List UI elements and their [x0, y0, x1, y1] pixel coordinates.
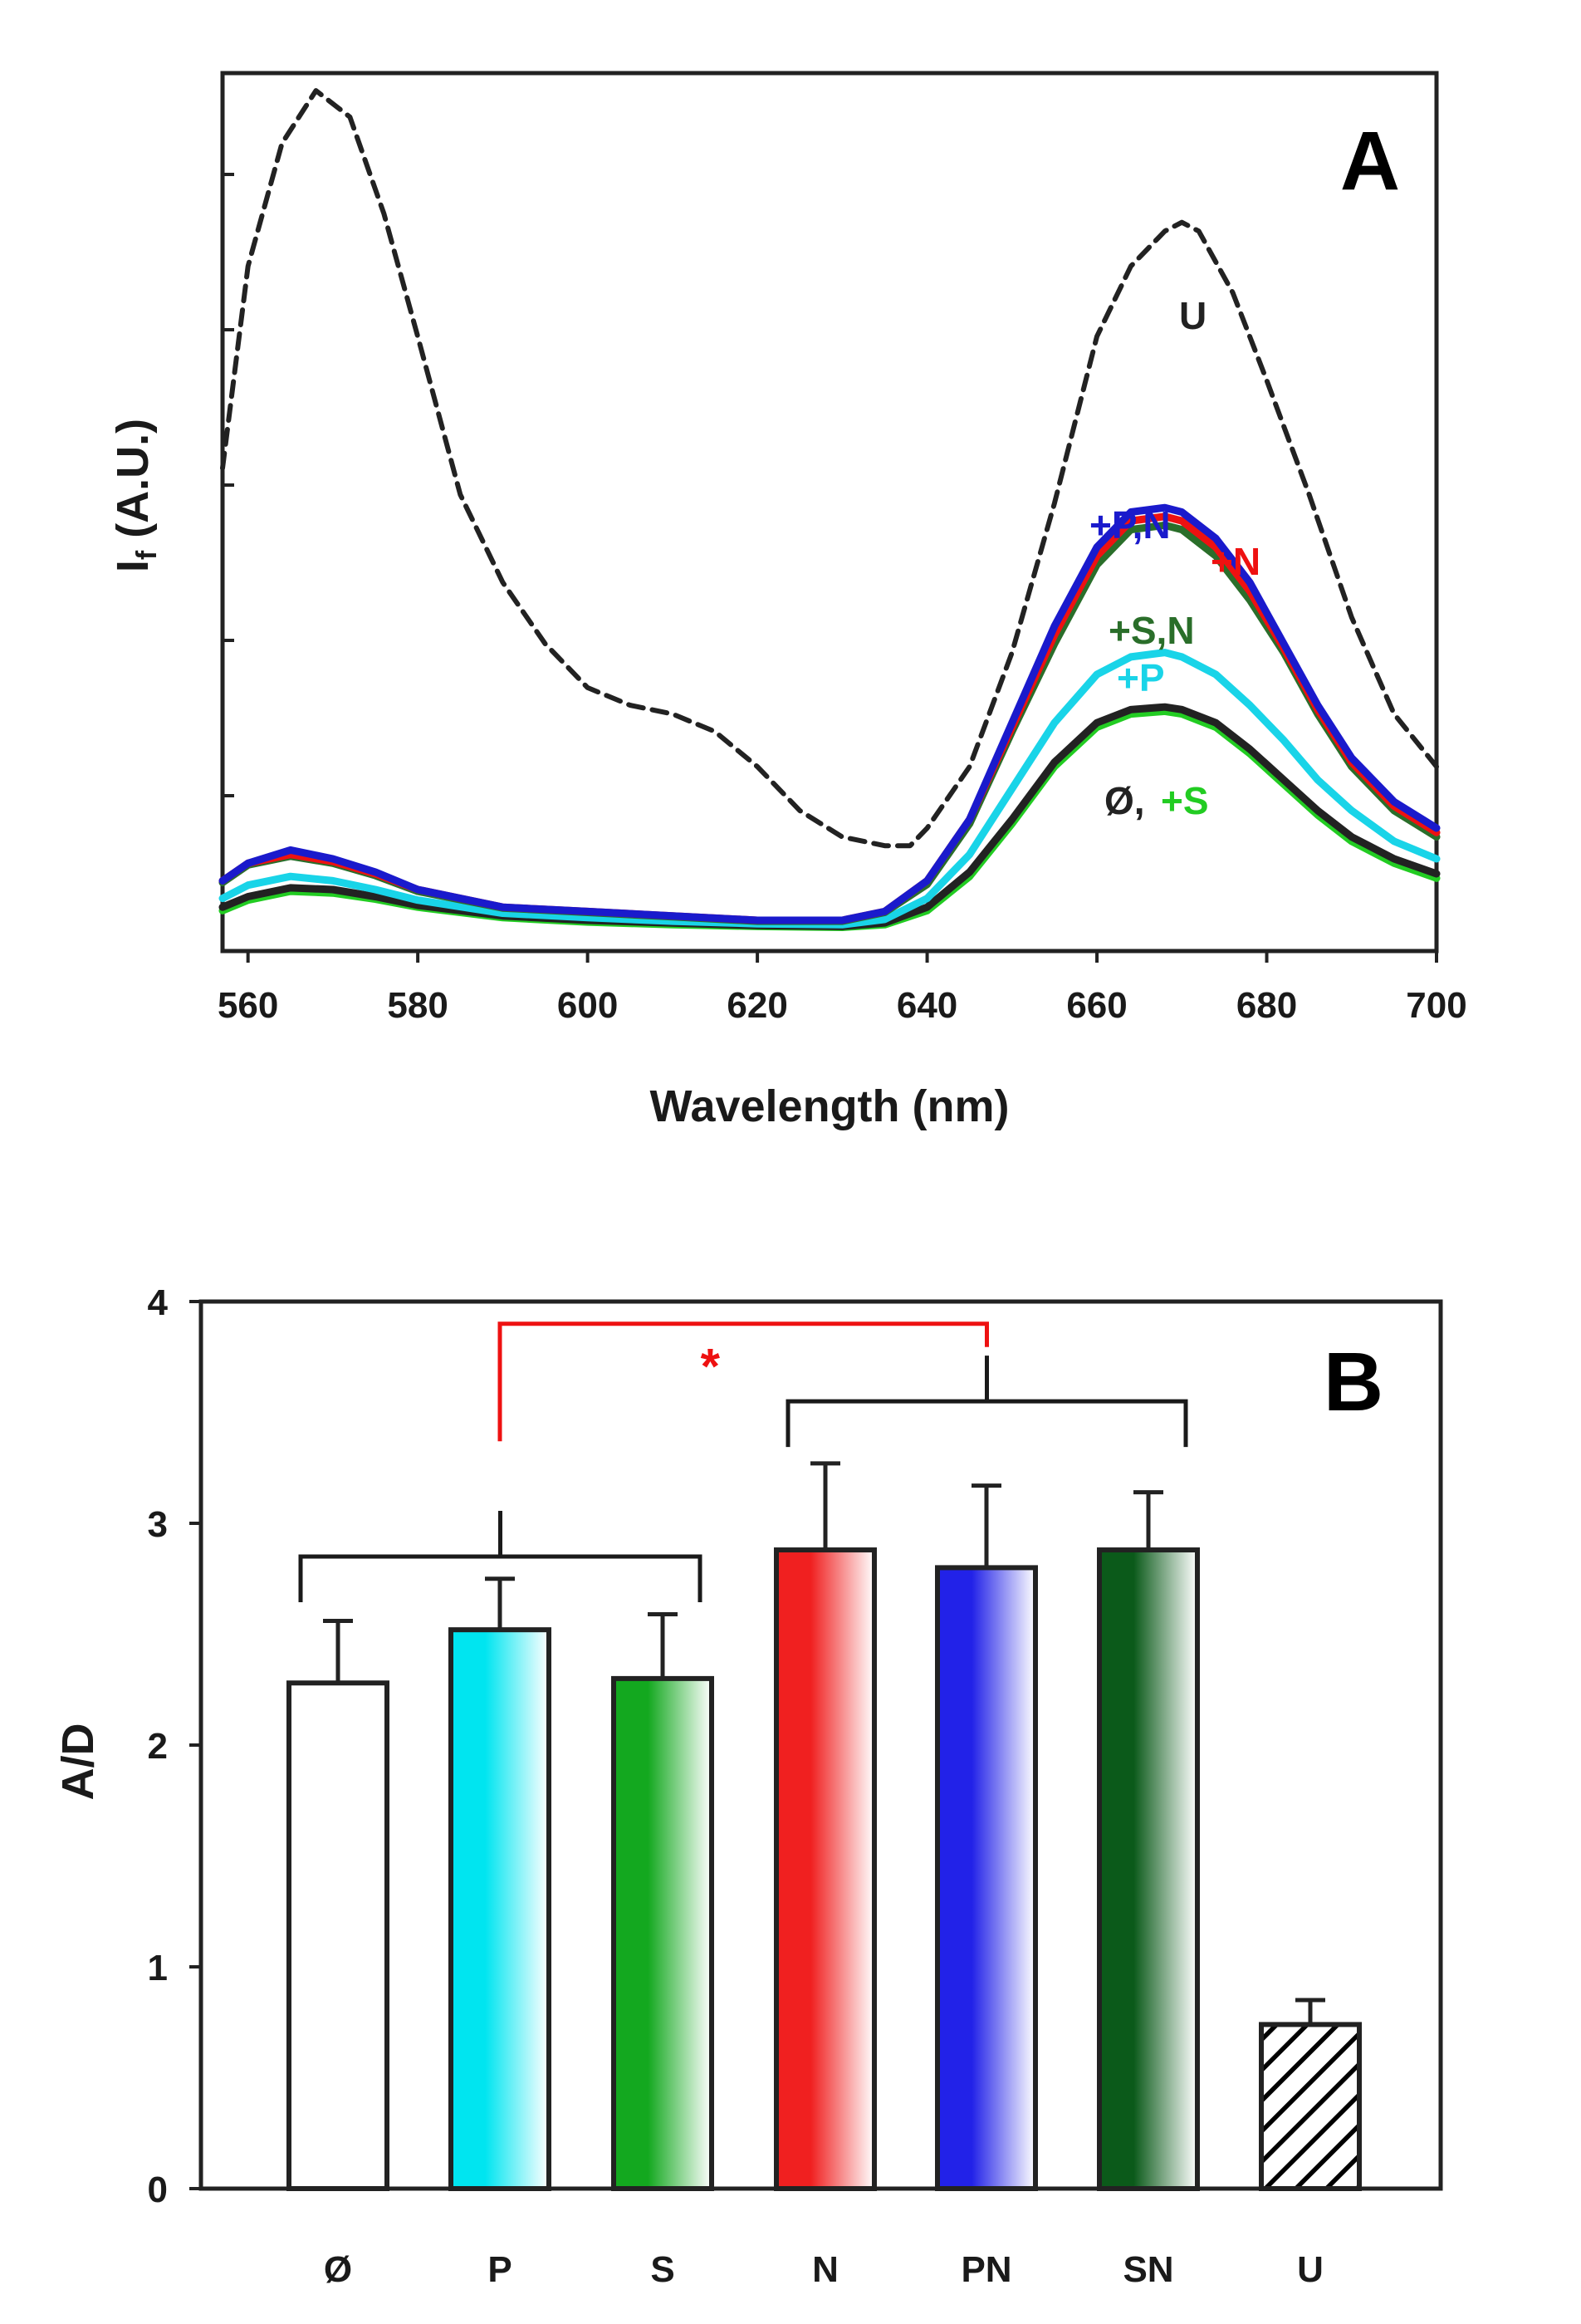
- series-line-p: [218, 649, 1441, 929]
- panel-b-x-tick-label: P: [487, 2249, 512, 2290]
- panel-a-x-tick-label: 560: [218, 985, 278, 1026]
- panel-a-x-tick-label: 680: [1236, 985, 1297, 1026]
- panel-b-y-tick-label: 0: [148, 2170, 168, 2210]
- y-axis-title-units: (A.U.): [108, 419, 158, 551]
- panel-a-x-tick-label: 700: [1406, 985, 1466, 1026]
- panel-a-x-tick-label: 640: [897, 985, 957, 1026]
- panel-a-x-tick-label: 580: [387, 985, 448, 1026]
- curve-label-u: U: [1179, 294, 1207, 337]
- group-bracket-2: [786, 1399, 1188, 1448]
- panel-a-label: A: [1340, 115, 1400, 208]
- curve-label-p-n: +P,N: [1089, 503, 1171, 547]
- panel-a-plot-frame: [220, 71, 1439, 954]
- panel-a-x-tick-label: 600: [557, 985, 618, 1026]
- panel-b-x-tick-label: U: [1297, 2249, 1324, 2290]
- curve-label-empty-set: Ø,: [1104, 779, 1145, 822]
- bar-u: [1259, 2022, 1362, 2191]
- panel-b-y-tick-label: 2: [148, 1726, 168, 1767]
- series-line-pn: [218, 503, 1441, 924]
- panel-a-y-axis-title: If (A.U.): [108, 419, 163, 572]
- panel-a-x-ticks: 560 580 600 620 640 660 680 700: [218, 951, 1467, 1026]
- curve-label-s-n: +S,N: [1109, 609, 1195, 652]
- bar-sn: [1097, 1547, 1200, 2192]
- curve-label-n: +N: [1211, 540, 1260, 583]
- panel-b-x-tick-label: PN: [961, 2249, 1011, 2290]
- panel-b-x-ticks: Ø P S N PN SN U: [324, 2249, 1324, 2290]
- panel-b-x-tick-label: Ø: [324, 2249, 352, 2290]
- panel-b-y-axis-title: A/D: [53, 1723, 103, 1801]
- y-axis-title-subscript: f: [131, 550, 163, 560]
- curve-label-p: +P: [1117, 656, 1165, 699]
- panel-b-y-tick-label: 4: [148, 1282, 169, 1323]
- panel-b-y-tick-label: 3: [148, 1504, 168, 1545]
- bar-n: [774, 1547, 877, 2192]
- bar-p: [448, 1627, 551, 2192]
- y-axis-title-main: I: [108, 560, 158, 572]
- curve-label-s: +S: [1161, 779, 1209, 822]
- panel-b-x-tick-label: SN: [1123, 2249, 1173, 2290]
- panel-a-x-tick-label: 660: [1066, 985, 1127, 1026]
- significance-bracket: [497, 1321, 989, 1442]
- panel-a-spectrum-chart: 560 580 600 620 640 660 680 700 Wavelength (nm)…: [108, 71, 1467, 1131]
- panel-a-series-group: [218, 88, 1441, 931]
- panel-b-label: B: [1324, 1336, 1383, 1429]
- panel-b-bars-group: [286, 1461, 1362, 2192]
- series-line-u: [220, 88, 1439, 849]
- panel-a-x-tick-label: 620: [727, 985, 787, 1026]
- panel-b-y-tick-label: 1: [148, 1948, 168, 1988]
- panel-b-x-tick-label: S: [650, 2249, 674, 2290]
- bar-pn: [935, 1565, 1038, 2191]
- panel-b-y-ticks: 0 1 2 3 4: [148, 1282, 201, 2210]
- bar-empty: [286, 1680, 389, 2191]
- panel-a-y-ticks: [223, 173, 234, 797]
- series-line-empty: [218, 703, 1441, 930]
- panel-a-x-axis-title: Wavelength (nm): [649, 1081, 1009, 1131]
- panel-b-brackets-group: [298, 1321, 1188, 1603]
- panel-b-x-tick-label: N: [812, 2249, 839, 2290]
- significance-asterisk: *: [701, 1339, 721, 1395]
- bar-s: [611, 1675, 714, 2191]
